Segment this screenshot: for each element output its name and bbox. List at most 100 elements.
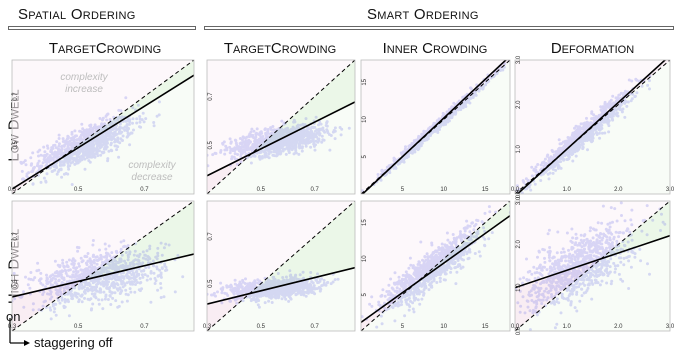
scatter-point (83, 276, 86, 280)
scatter-point (105, 286, 109, 290)
scatter-point (431, 129, 435, 133)
scatter-point (87, 130, 91, 134)
scatter-point (596, 116, 600, 120)
scatter-point (118, 115, 122, 119)
scatter-point (270, 280, 273, 284)
scatter-point (306, 135, 310, 139)
scatter-point (126, 119, 130, 123)
scatter-point (606, 117, 610, 121)
scatter-point (36, 173, 40, 177)
scatter-point (574, 134, 578, 138)
scatter-point (429, 132, 433, 136)
scatter-point (285, 287, 289, 291)
scatter-point (42, 300, 46, 304)
scatter-point (412, 141, 416, 145)
scatter-point (57, 274, 61, 278)
scatter-point (415, 144, 419, 148)
scatter-point (74, 158, 78, 162)
scatter-point (380, 169, 384, 173)
scatter-point (38, 165, 42, 169)
scatter-point (242, 140, 246, 144)
scatter-point (567, 143, 571, 146)
scatter-point (288, 135, 292, 139)
scatter-point (153, 276, 157, 280)
scatter-point (277, 135, 281, 139)
scatter-point (100, 122, 104, 126)
scatter-point (514, 53, 517, 56)
scatter-point (648, 87, 651, 91)
scatter-point (285, 292, 289, 296)
scatter-point (105, 286, 109, 289)
scatter-point (318, 122, 322, 126)
scatter-point (294, 140, 298, 144)
scatter-point (290, 144, 294, 148)
scatter-point (88, 288, 92, 292)
scatter-point (128, 263, 132, 267)
scatter-point (297, 144, 301, 148)
scatter-point (116, 261, 120, 265)
scatter-point (588, 130, 591, 134)
scatter-point (74, 152, 78, 156)
scatter-point (302, 281, 306, 285)
scatter-point (436, 126, 439, 130)
scatter-point (286, 126, 289, 130)
scatter-point (89, 149, 93, 153)
scatter-point (441, 122, 445, 126)
scatter-point (245, 135, 249, 139)
scatter-point (95, 262, 99, 266)
scatter-point (244, 285, 248, 289)
scatter-point (79, 282, 83, 286)
scatter-point (84, 147, 88, 151)
scatter-point (235, 288, 239, 292)
scatter-point (310, 125, 314, 129)
scatter-point (577, 146, 581, 150)
scatter-point (117, 267, 121, 271)
scatter-point (97, 142, 101, 146)
scatter-point (144, 253, 147, 257)
scatter-point (104, 267, 108, 271)
scatter-point (287, 137, 291, 140)
scatter-point (221, 142, 225, 146)
scatter-point (564, 151, 568, 155)
scatter-point (49, 278, 53, 281)
scatter-point (308, 140, 312, 144)
scatter-point (270, 280, 274, 284)
scatter-point (121, 285, 125, 289)
scatter-point (96, 270, 100, 274)
scatter-point (95, 283, 98, 287)
scatter-point (45, 172, 49, 176)
scatter-point (37, 308, 41, 312)
scatter-point (116, 268, 120, 272)
scatter-point (276, 134, 280, 138)
scatter-point (576, 133, 580, 137)
scatter-point (604, 120, 608, 124)
scatter-point (112, 274, 116, 278)
scatter-point (603, 118, 607, 122)
scatter-point (289, 136, 293, 140)
scatter-point (293, 137, 296, 141)
scatter-point (294, 148, 298, 152)
scatter-point (301, 137, 305, 141)
scatter-point (93, 148, 97, 151)
scatter-point (251, 146, 255, 150)
scatter-point (268, 147, 272, 151)
scatter-point (522, 180, 526, 184)
scatter-point (128, 287, 132, 291)
scatter-point (307, 132, 311, 136)
scatter-point (89, 148, 93, 152)
scatter-point (604, 104, 608, 107)
scatter-point (125, 127, 129, 130)
scatter-point (106, 134, 110, 138)
scatter-point (601, 110, 605, 114)
scatter-point (111, 274, 115, 278)
scatter-point (159, 286, 163, 290)
scatter-point (579, 140, 583, 144)
scatter-point (412, 141, 416, 145)
scatter-point (568, 151, 572, 155)
scatter-point (82, 134, 86, 138)
scatter-point (597, 114, 601, 118)
scatter-point (84, 132, 88, 136)
scatter-point (58, 152, 62, 156)
scatter-point (339, 133, 343, 137)
scatter-point (138, 252, 142, 256)
